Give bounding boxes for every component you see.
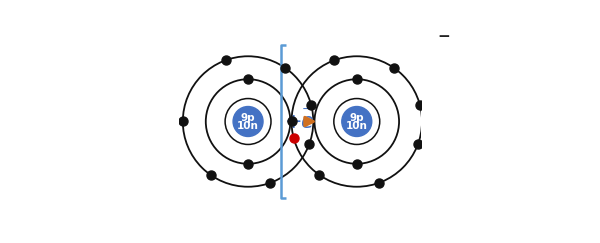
- Text: 10n: 10n: [237, 121, 259, 131]
- Circle shape: [342, 106, 372, 137]
- Text: 9p: 9p: [241, 113, 256, 123]
- Text: 10n: 10n: [346, 121, 368, 131]
- Circle shape: [233, 106, 263, 137]
- Text: −: −: [302, 104, 312, 116]
- Text: 9p: 9p: [349, 113, 364, 123]
- Text: e: e: [300, 112, 313, 131]
- Text: +: +: [285, 112, 303, 131]
- Text: −: −: [437, 29, 450, 44]
